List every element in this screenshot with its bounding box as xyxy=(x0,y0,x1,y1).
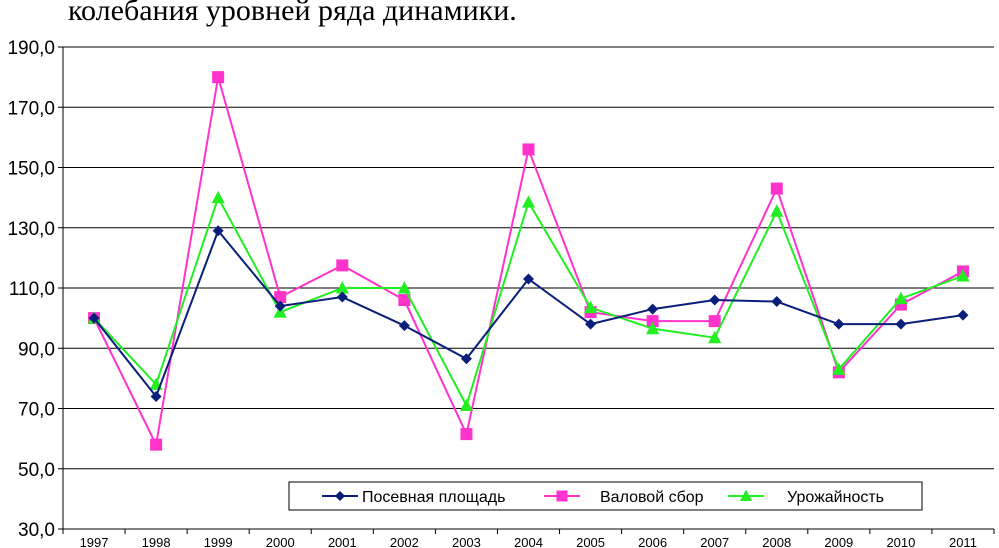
data-point xyxy=(523,273,534,285)
data-point xyxy=(88,312,100,324)
data-point xyxy=(957,309,969,321)
data-point xyxy=(585,318,597,330)
data-point xyxy=(336,259,349,272)
data-point xyxy=(398,320,410,332)
legend-label: Посевная площадь xyxy=(362,489,505,506)
series-0 xyxy=(88,225,969,402)
x-tick-label: 2011 xyxy=(949,535,977,548)
y-tick-label: 30,0 xyxy=(18,520,55,541)
x-tick-label: 2003 xyxy=(452,535,481,548)
legend: Посевная площадь Валовой сбор Урожайность xyxy=(288,481,923,511)
data-point xyxy=(770,182,783,195)
x-tick-label: 2001 xyxy=(328,535,357,548)
data-point xyxy=(150,438,163,451)
legend-entry: Урожайность xyxy=(728,489,884,506)
data-point xyxy=(212,225,224,237)
y-tick-label: 170,0 xyxy=(7,98,55,119)
series-line xyxy=(93,228,964,399)
data-point xyxy=(895,318,907,330)
series-1 xyxy=(88,71,969,451)
data-point xyxy=(770,204,784,217)
x-tick-label: 2010 xyxy=(886,535,915,548)
y-tick-label: 50,0 xyxy=(18,460,55,481)
series-line xyxy=(93,76,964,448)
data-point xyxy=(709,294,721,306)
data-point xyxy=(459,398,474,412)
x-tick-label: 1998 xyxy=(142,535,171,548)
x-tick-label: 1999 xyxy=(204,535,233,548)
data-point xyxy=(739,489,753,502)
y-axis-ticks: 30,0 50,0 70,0 90,0 110,0 130,0 150,0 170,0 190,… xyxy=(7,38,63,541)
x-tick-label: 2006 xyxy=(638,535,667,548)
data-point xyxy=(522,143,535,156)
data-point xyxy=(646,321,660,335)
x-tick-label: 2002 xyxy=(390,535,419,548)
data-point xyxy=(647,303,659,315)
data-point xyxy=(336,291,348,303)
data-point xyxy=(708,330,722,344)
data-point xyxy=(274,300,286,312)
x-tick-label: 2004 xyxy=(514,535,543,548)
legend-box xyxy=(288,481,923,511)
x-tick-label: 2009 xyxy=(824,535,853,548)
data-point xyxy=(521,195,536,208)
y-tick-label: 190,0 xyxy=(7,38,55,59)
data-point xyxy=(397,281,411,294)
y-tick-label: 130,0 xyxy=(7,219,55,240)
data-point xyxy=(212,71,225,84)
data-point xyxy=(335,281,349,294)
data-point xyxy=(708,315,721,328)
x-tick-label: 2008 xyxy=(762,535,791,548)
data-point xyxy=(646,315,659,328)
y-tick-label: 70,0 xyxy=(18,400,55,421)
data-point xyxy=(335,491,345,501)
data-point xyxy=(460,428,473,441)
legend-label: Урожайность xyxy=(787,489,884,506)
series-group xyxy=(87,71,970,451)
y-tick-label: 150,0 xyxy=(7,159,55,180)
data-point xyxy=(398,294,411,307)
x-axis-ticks: 1997 1998 1999 2000 2001 2002 2003 2004 2005 2006… xyxy=(62,529,995,548)
caption-text: колебания уровней ряда динамики. xyxy=(68,0,517,27)
data-point xyxy=(832,362,846,375)
data-point xyxy=(894,291,908,305)
grid-lines xyxy=(62,46,994,530)
data-point xyxy=(583,300,598,314)
legend-entry: Посевная площадь xyxy=(322,489,505,506)
x-tick-label: 2005 xyxy=(576,535,605,548)
y-tick-label: 90,0 xyxy=(18,339,55,360)
data-point xyxy=(771,296,783,308)
data-point xyxy=(274,291,287,304)
data-point xyxy=(211,190,225,204)
data-point xyxy=(150,390,162,402)
legend-entry: Валовой сбор xyxy=(544,489,704,506)
x-tick-label: 2000 xyxy=(266,535,295,548)
data-point xyxy=(833,318,845,330)
legend-label: Валовой сбор xyxy=(600,489,704,506)
x-tick-label: 2007 xyxy=(700,535,729,548)
y-tick-label: 110,0 xyxy=(9,279,55,300)
data-point xyxy=(956,269,970,282)
x-tick-label: 1997 xyxy=(80,535,109,548)
data-point xyxy=(556,490,568,502)
data-point xyxy=(460,353,472,365)
